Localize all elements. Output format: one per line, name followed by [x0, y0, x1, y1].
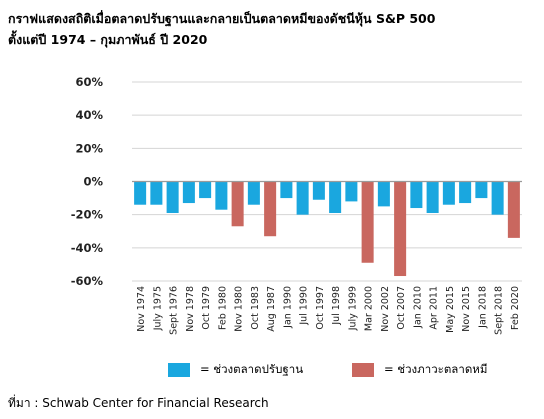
bar-correction [247, 181, 260, 205]
source-note: ที่มา : Schwab Center for Financial Rese… [8, 396, 269, 410]
y-tick-label: 40% [75, 108, 103, 122]
legend-label-bear: = ช่วงภาวะตลาดหมี [384, 362, 488, 376]
bar-correction [410, 181, 423, 209]
x-tick-label: Aug 1987 [266, 286, 277, 332]
x-tick-label: July 1999 [347, 286, 358, 331]
chart-title-line-2: ตั้งแต่ปี 1974 – กุมภาพันธ์ ปี 2020 [8, 32, 208, 47]
y-tick-label: -60% [71, 274, 104, 288]
legend-bear: = ช่วงภาวะตลาดหมี [352, 362, 487, 378]
bar-correction [280, 181, 293, 199]
y-tick-label: 60% [75, 75, 103, 89]
legend-label-correction: = ช่วงตลาดปรับฐาน [200, 362, 304, 376]
bar-correction [491, 181, 504, 215]
bar-bear [264, 181, 277, 237]
bar-correction [182, 181, 195, 204]
bar-correction [134, 181, 147, 205]
bar-correction [215, 181, 228, 210]
y-tick-label: -40% [71, 241, 104, 255]
legend-swatch-correction [168, 363, 190, 377]
x-tick-label: Apr 2011 [429, 286, 440, 330]
x-tick-label: July 1975 [152, 286, 163, 331]
x-tick-label: Oct 2007 [396, 286, 407, 330]
x-tick-label: Feb 1980 [217, 286, 228, 330]
chart-title: กราฟแสดงสถิติเมื่อตลาดปรับฐานและกลายเป็น… [8, 8, 538, 50]
x-tick-label: Nov 1974 [136, 286, 147, 332]
bar-bear [361, 181, 374, 263]
bar-correction [329, 181, 342, 214]
bar-correction [150, 181, 163, 205]
bar-correction [296, 181, 309, 215]
x-tick-label: Nov 2002 [380, 286, 391, 332]
x-tick-label: Feb 2020 [510, 286, 521, 330]
bar-correction [199, 181, 212, 199]
legend-swatch-bear [352, 363, 374, 377]
bar-correction [377, 181, 390, 207]
bar-correction [459, 181, 472, 204]
x-tick-label: Jul 1990 [299, 286, 310, 326]
x-tick-label: Mar 2000 [364, 286, 375, 331]
x-tick-label: Jan 2018 [477, 286, 488, 329]
bar-bear [394, 181, 407, 277]
legend-correction: = ช่วงตลาดปรับฐาน [168, 362, 303, 378]
x-tick-label: May 2015 [445, 286, 456, 333]
y-tick-label: 0% [83, 175, 103, 189]
x-tick-label: Jan 2010 [412, 286, 423, 329]
x-tick-label: Nov 2015 [461, 286, 472, 332]
bar-correction [426, 181, 439, 214]
y-tick-label: -20% [71, 208, 104, 222]
x-tick-label: Nov 1978 [185, 286, 196, 332]
chart-title-line-1: กราฟแสดงสถิติเมื่อตลาดปรับฐานและกลายเป็น… [8, 11, 436, 26]
x-tick-label: Nov 1980 [234, 286, 245, 332]
bar-correction [345, 181, 358, 202]
x-tick-label: Sept 1976 [169, 286, 180, 335]
bar-bear [507, 181, 520, 238]
x-tick-label: Jul 1998 [331, 286, 342, 326]
bar-correction [442, 181, 455, 205]
x-tick-label: Oct 1983 [250, 286, 261, 330]
x-tick-label: Jan 1990 [282, 286, 293, 329]
bar-correction [166, 181, 179, 214]
x-tick-label: Oct 1979 [201, 286, 212, 330]
x-tick-label: Sept 2018 [494, 286, 505, 335]
bar-chart: 60% 40% 20% 0% -20% -40% -60% Nov 1974 July 1975… [71, 75, 522, 335]
bar-bear [231, 181, 244, 227]
y-tick-label: 20% [75, 141, 103, 155]
bar-correction [312, 181, 325, 200]
x-tick-label: Oct 1997 [315, 286, 326, 330]
bar-correction [475, 181, 488, 199]
